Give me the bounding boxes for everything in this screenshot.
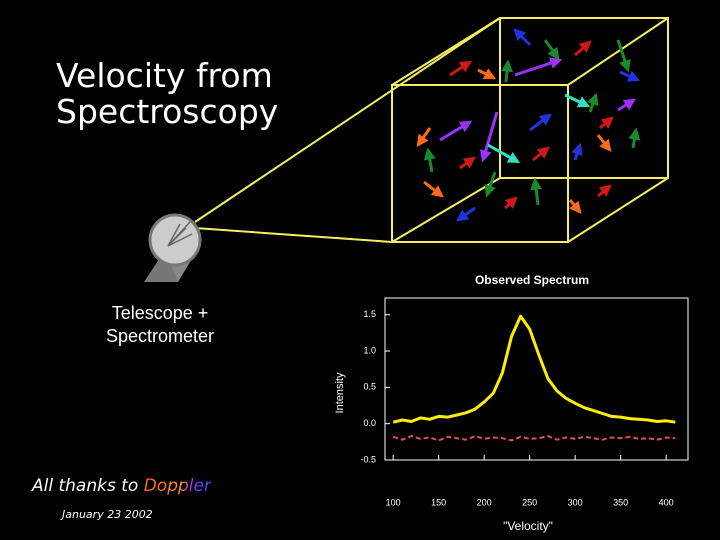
- x-tick-label: 150: [431, 497, 446, 507]
- x-tick-label: 400: [659, 497, 674, 507]
- spectrum-line: [392, 314, 676, 424]
- spectrum-line: [392, 435, 676, 442]
- x-tick-label: 100: [386, 497, 401, 507]
- thanks-name: Doppler: [143, 476, 211, 496]
- velocity-arrows: [416, 28, 641, 222]
- y-tick-label: -0.5: [360, 454, 376, 464]
- slide-title: Velocity from Spectroscopy: [56, 56, 279, 131]
- y-tick-label: 0.5: [363, 382, 376, 392]
- x-tick-label: 300: [568, 497, 583, 507]
- telescope-label: Telescope + Spectrometer: [105, 303, 215, 346]
- plot-frame: [384, 297, 689, 461]
- thanks-line: All thanks to Doppler: [32, 476, 211, 496]
- y-axis-label: Intensity: [334, 372, 346, 413]
- telescope: [144, 213, 202, 282]
- thanks-prefix: All thanks to: [32, 476, 139, 496]
- cube: [194, 17, 669, 243]
- date: January 23 2002: [62, 508, 153, 521]
- x-tick-label: 250: [522, 497, 537, 507]
- y-tick-label: 1.5: [363, 309, 376, 319]
- chart-title: Observed Spectrum: [475, 273, 589, 287]
- y-tick-label: 0.0: [363, 418, 376, 428]
- x-tick-label: 200: [477, 497, 492, 507]
- x-tick-label: 350: [613, 497, 628, 507]
- x-axis-label: "Velocity": [503, 519, 553, 533]
- y-tick-label: 1.0: [363, 345, 376, 355]
